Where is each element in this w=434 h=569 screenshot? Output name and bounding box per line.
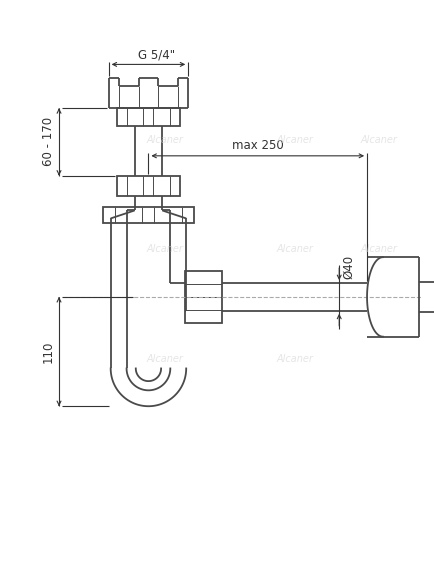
Text: Alcaner: Alcaner bbox=[147, 135, 183, 145]
Text: Alcaner: Alcaner bbox=[276, 135, 312, 145]
Bar bbox=[185, 271, 221, 323]
Text: 110: 110 bbox=[42, 340, 55, 363]
Text: Alcaner: Alcaner bbox=[276, 244, 312, 254]
Text: Alcaner: Alcaner bbox=[147, 244, 183, 254]
Text: Alcaner: Alcaner bbox=[147, 353, 183, 364]
Text: G 5/4": G 5/4" bbox=[138, 48, 174, 61]
Text: Ø40: Ø40 bbox=[342, 255, 355, 279]
Text: max 250: max 250 bbox=[231, 139, 283, 152]
Bar bbox=[116, 108, 180, 126]
Bar bbox=[102, 208, 194, 224]
Text: Alcaner: Alcaner bbox=[360, 244, 397, 254]
Text: 60 - 170: 60 - 170 bbox=[42, 117, 55, 167]
Text: Alcaner: Alcaner bbox=[276, 353, 312, 364]
Text: Alcaner: Alcaner bbox=[360, 135, 397, 145]
Bar bbox=[116, 176, 180, 196]
